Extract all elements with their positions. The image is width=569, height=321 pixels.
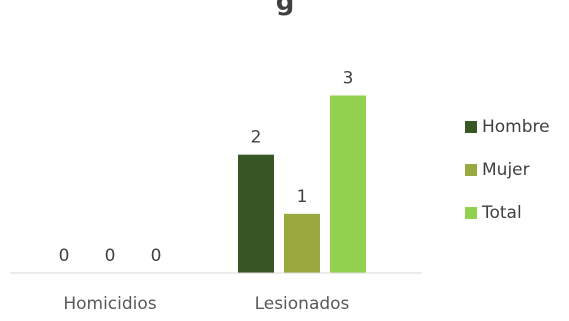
legend-label-total: Total xyxy=(481,203,522,223)
bar-total-lesionados xyxy=(330,95,366,273)
x-tick-label-lesionados: Lesionados xyxy=(255,294,350,314)
x-axis-ticks: Homicidios Lesionados xyxy=(63,294,349,314)
data-label-mujer-homicidios: 0 xyxy=(105,246,116,266)
bar-hombre-lesionados xyxy=(238,154,274,273)
legend-swatch-mujer xyxy=(465,164,477,176)
data-label-total-lesionados: 3 xyxy=(343,69,354,89)
chart-title: g xyxy=(276,0,295,17)
legend: Hombre Mujer Total xyxy=(465,117,550,223)
data-label-total-homicidios: 0 xyxy=(151,246,162,266)
data-label-mujer-lesionados: 1 xyxy=(297,187,308,207)
legend-label-mujer: Mujer xyxy=(482,160,530,180)
bar-mujer-lesionados xyxy=(284,213,320,273)
legend-label-hombre: Hombre xyxy=(482,117,550,137)
data-label-hombre-homicidios: 0 xyxy=(59,246,70,266)
data-labels-layer: 0 0 0 2 1 3 xyxy=(59,69,354,267)
legend-swatch-total xyxy=(465,207,477,219)
x-tick-label-homicidios: Homicidios xyxy=(63,294,156,314)
legend-swatch-hombre xyxy=(465,121,477,133)
data-label-hombre-lesionados: 2 xyxy=(251,128,262,148)
bars-layer xyxy=(238,95,366,273)
